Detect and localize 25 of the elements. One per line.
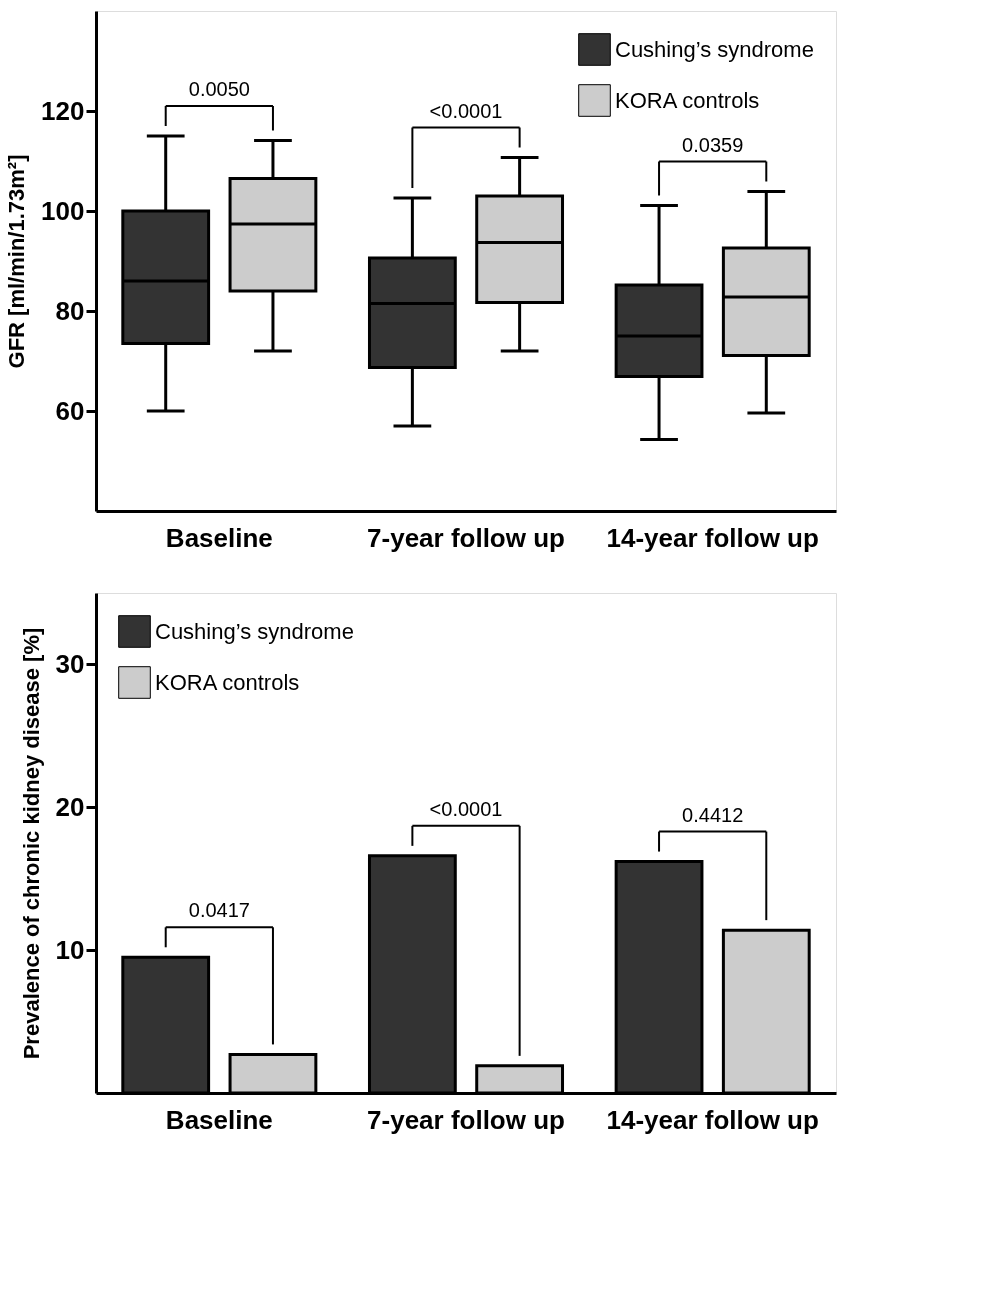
y-axis-title: GFR [ml/min/1.73m²] xyxy=(4,154,30,369)
y-tick-label: 10 xyxy=(55,934,85,965)
y-tick-label: 100 xyxy=(41,195,85,226)
y-tick-label: 80 xyxy=(55,295,85,326)
annotation: 0.4412 xyxy=(682,803,744,826)
x-tick-label: 7-year follow up xyxy=(367,1104,565,1135)
x-tick-label: 7-year follow up xyxy=(367,522,565,553)
legend-label: Cushing’s syndrome xyxy=(155,618,354,644)
annotation: 0.0417 xyxy=(188,899,250,922)
legend-label: Cushing’s syndrome xyxy=(615,36,814,62)
x-tick-label: 14-year follow up xyxy=(606,1104,819,1135)
y-tick-label: 20 xyxy=(55,791,85,822)
x-tick-label: Baseline xyxy=(165,522,273,553)
x-tick-label: Baseline xyxy=(165,1104,273,1135)
annotation: <0.0001 xyxy=(429,99,503,122)
annotation: 0.0359 xyxy=(682,133,744,156)
legend-label: KORA controls xyxy=(155,669,300,695)
y-axis-title: Prevalence of chronic kidney disease [%] xyxy=(18,627,44,1060)
y-tick-label: 60 xyxy=(55,395,85,426)
x-tick-label: 14-year follow up xyxy=(606,522,819,553)
legend-label: KORA controls xyxy=(615,87,760,113)
y-tick-label: 30 xyxy=(55,648,85,679)
annotation: <0.0001 xyxy=(429,797,503,820)
y-tick-label: 120 xyxy=(41,95,85,126)
annotation: 0.0050 xyxy=(188,78,250,100)
